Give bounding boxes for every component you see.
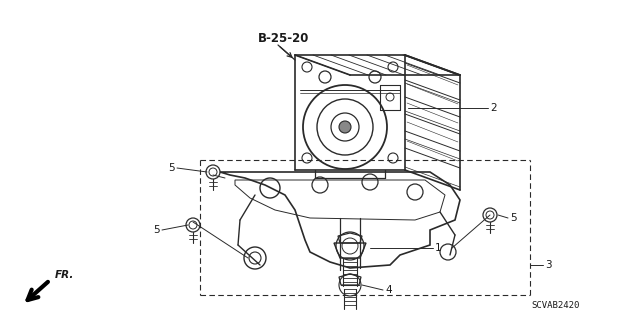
Text: 4: 4 <box>385 285 392 295</box>
Text: 3: 3 <box>545 260 552 270</box>
Text: FR.: FR. <box>55 270 74 280</box>
Text: B-25-20: B-25-20 <box>258 32 309 44</box>
Text: 5: 5 <box>510 213 516 223</box>
Text: 1: 1 <box>435 243 442 253</box>
Text: SCVAB2420: SCVAB2420 <box>532 300 580 309</box>
Text: 2: 2 <box>490 103 497 113</box>
Circle shape <box>339 121 351 133</box>
Text: 5: 5 <box>168 163 175 173</box>
Text: 5: 5 <box>154 225 160 235</box>
